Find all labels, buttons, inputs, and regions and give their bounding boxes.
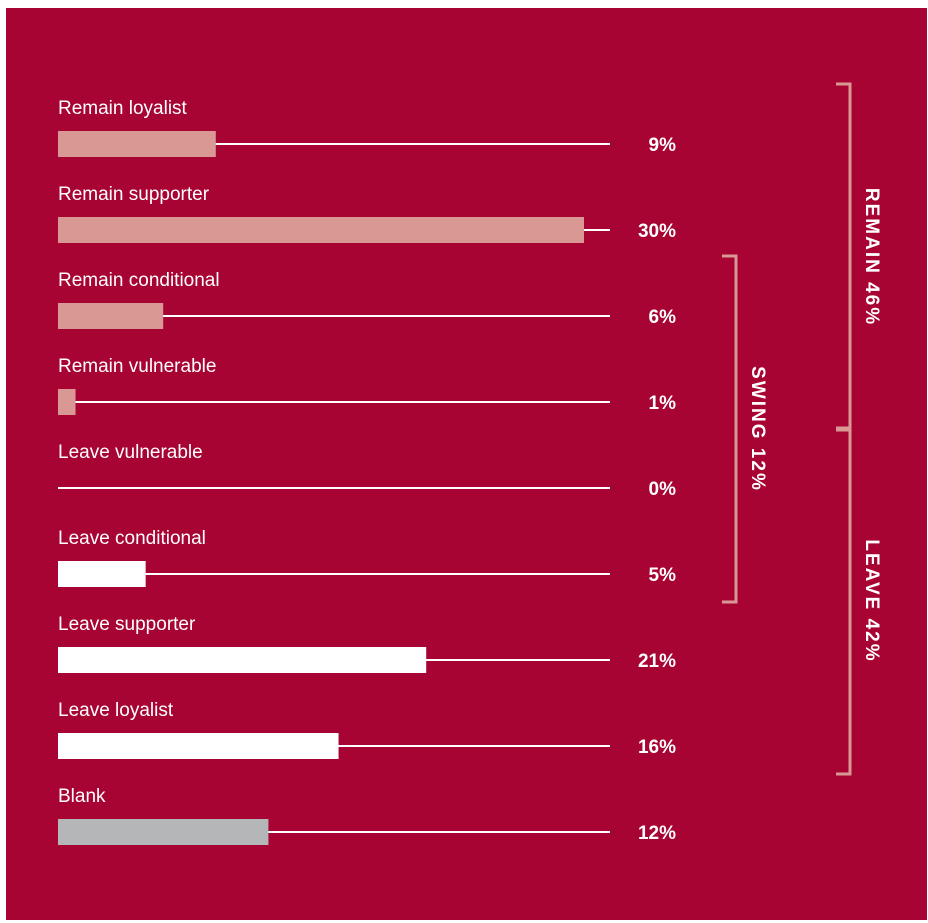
category-label: Leave vulnerable bbox=[58, 442, 203, 463]
bracket bbox=[836, 82, 852, 432]
bar bbox=[58, 647, 427, 673]
value-label: 21% bbox=[638, 651, 676, 672]
bar bbox=[58, 217, 584, 243]
value-label: 6% bbox=[649, 307, 677, 328]
bar bbox=[58, 819, 269, 845]
bracket bbox=[836, 426, 852, 776]
value-label: 5% bbox=[649, 565, 677, 586]
category-label: Blank bbox=[58, 786, 106, 807]
value-label: 1% bbox=[649, 393, 677, 414]
value-label: 9% bbox=[649, 135, 677, 156]
value-label: 16% bbox=[638, 737, 676, 758]
category-label: Leave supporter bbox=[58, 614, 196, 635]
bar bbox=[58, 733, 339, 759]
bar bbox=[58, 389, 76, 415]
chart-background bbox=[6, 8, 927, 920]
bracket-label: SWING 12% bbox=[747, 366, 768, 492]
bracket bbox=[722, 254, 738, 604]
category-label: Remain conditional bbox=[58, 270, 220, 291]
bar bbox=[58, 131, 216, 157]
bar bbox=[58, 561, 146, 587]
category-label: Remain loyalist bbox=[58, 98, 188, 119]
value-label: 12% bbox=[638, 823, 676, 844]
bracket-label: LEAVE 42% bbox=[861, 539, 882, 662]
bar bbox=[58, 303, 164, 329]
category-label: Remain supporter bbox=[58, 184, 210, 205]
category-label: Remain vulnerable bbox=[58, 356, 216, 377]
category-label: Leave conditional bbox=[58, 528, 206, 549]
value-label: 30% bbox=[638, 221, 676, 242]
bracket-label: REMAIN 46% bbox=[861, 188, 882, 326]
category-label: Leave loyalist bbox=[58, 700, 174, 721]
value-label: 0% bbox=[649, 479, 677, 500]
